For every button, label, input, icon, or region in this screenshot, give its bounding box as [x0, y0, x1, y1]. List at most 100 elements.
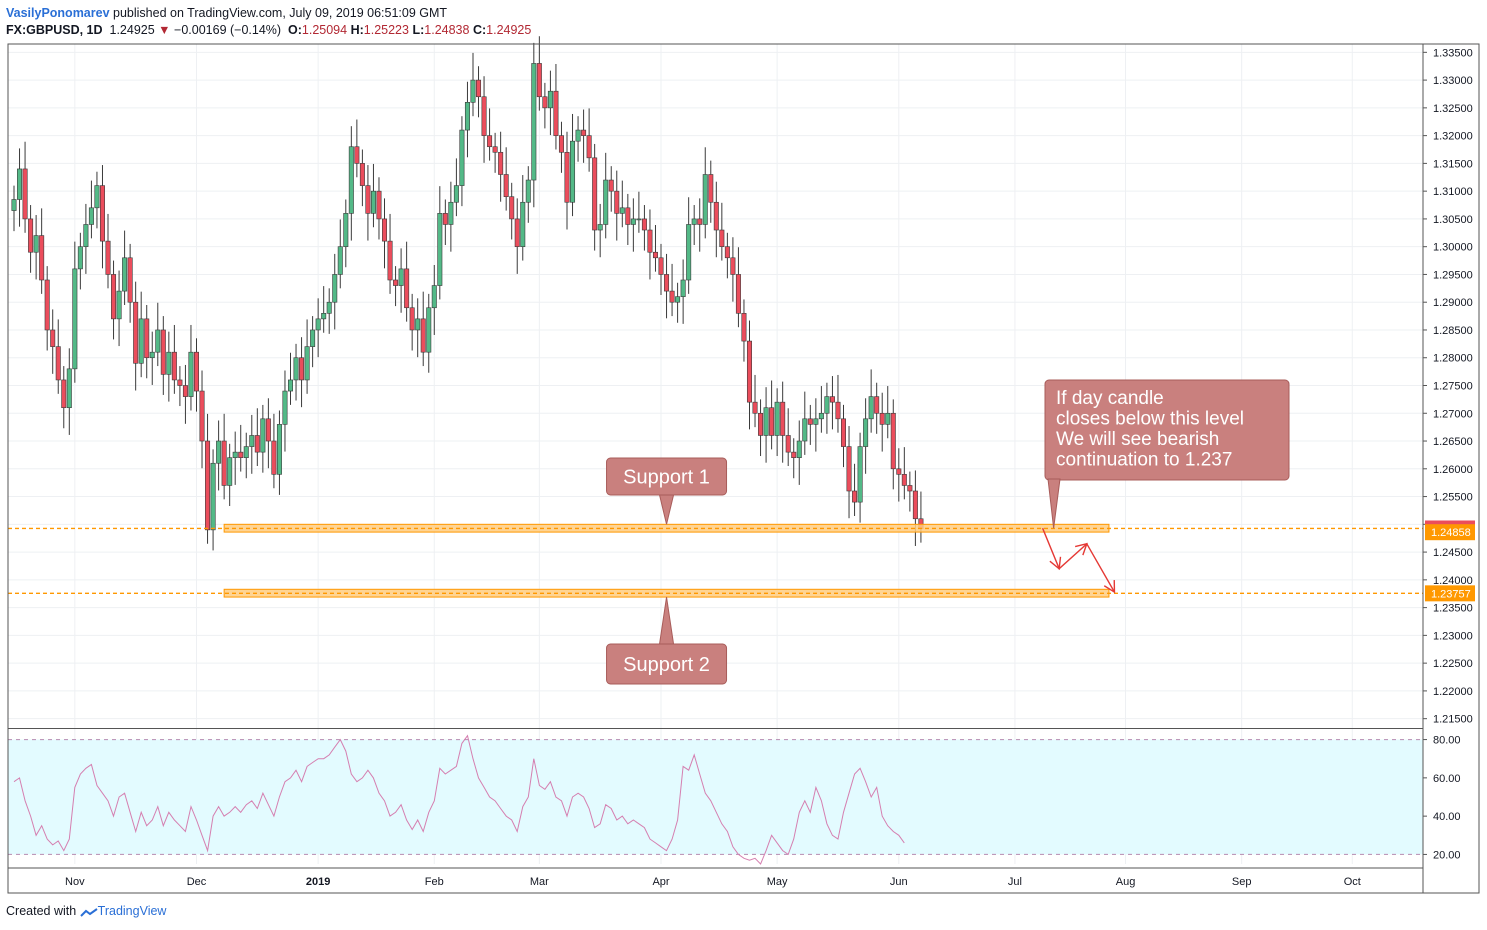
- support-2-callout-text: Support 2: [623, 654, 710, 676]
- candle-body: [193, 351, 199, 392]
- price-tick-label: 1.30500: [1433, 214, 1473, 226]
- annotation-pointer: [1047, 478, 1061, 529]
- candle-body: [829, 396, 835, 403]
- footer: Created with TradingView: [6, 904, 166, 918]
- rsi-background-band: [8, 739, 1423, 855]
- candle-body: [442, 213, 448, 225]
- candle-body: [332, 274, 338, 303]
- candle-body: [658, 257, 664, 275]
- price-tick-label: 1.22000: [1433, 686, 1473, 698]
- price-tick-label: 1.25500: [1433, 492, 1473, 504]
- author-link[interactable]: VasilyPonomarev: [6, 6, 110, 20]
- candle-body: [249, 435, 255, 447]
- price-axis[interactable]: 1.33500 1.33000 1.32500 1.32000 1.31500 1.310…: [1423, 47, 1475, 861]
- time-tick-label: Feb: [425, 876, 444, 888]
- candle-body: [675, 296, 681, 303]
- publish-info: published on TradingView.com, July 09, 2…: [113, 6, 448, 20]
- candle-body: [127, 257, 133, 303]
- candle-body: [359, 163, 365, 186]
- rsi-tick-label: 40.00: [1433, 811, 1461, 823]
- candle-body: [287, 379, 293, 392]
- candle-body: [243, 446, 249, 458]
- candle-body: [282, 390, 288, 425]
- price-tick-label: 1.27500: [1433, 381, 1473, 393]
- time-axis[interactable]: Nov Dec 2019 Feb Mar Apr May Jun Jul Aug Sep Oct: [65, 876, 1361, 888]
- price-tick-label: 1.28000: [1433, 353, 1473, 365]
- candle-body: [697, 218, 703, 225]
- candle-body: [542, 96, 548, 109]
- low-label: L:: [412, 23, 425, 37]
- candle-body: [370, 190, 376, 214]
- candle-body: [453, 185, 459, 203]
- candle-body: [227, 457, 233, 486]
- down-triangle-icon: ▼: [158, 23, 171, 37]
- candle-body: [824, 396, 830, 414]
- rsi-tick-label: 80.00: [1433, 735, 1461, 747]
- candle-body: [111, 274, 117, 320]
- support-levels: [8, 523, 1423, 598]
- rsi-tick-label: 60.00: [1433, 773, 1461, 785]
- candle-body: [592, 157, 598, 231]
- candle-body: [813, 418, 819, 425]
- symbol-label[interactable]: FX:GBPUSD, 1D: [6, 23, 103, 37]
- candle-body: [271, 440, 277, 475]
- candle-body: [238, 451, 244, 458]
- candle-body: [122, 257, 128, 292]
- candle-body: [50, 329, 56, 347]
- close-label: C:: [472, 23, 487, 37]
- open-value: 1.25094: [301, 23, 348, 37]
- candle-body: [686, 224, 692, 281]
- candle-body: [603, 179, 609, 225]
- time-tick-label: Apr: [652, 876, 669, 888]
- candle-body: [105, 240, 111, 275]
- open-label: O:: [288, 23, 302, 37]
- price-tick-label: 1.31000: [1433, 186, 1473, 198]
- candle-body: [260, 418, 266, 453]
- candle-body: [83, 224, 89, 247]
- candle-body: [404, 268, 410, 309]
- candle-body: [547, 90, 553, 109]
- price-tick-label: 1.27000: [1433, 408, 1473, 420]
- candle-body: [55, 346, 61, 381]
- arrow-head: [1074, 542, 1088, 556]
- annotation-text: closes below this level: [1056, 409, 1244, 430]
- candle-body: [88, 207, 94, 225]
- candle-body: [802, 418, 808, 442]
- candle-body: [265, 418, 271, 442]
- candle-body: [470, 79, 476, 103]
- candle-body: [254, 435, 260, 453]
- candle-body: [171, 351, 177, 381]
- candle-body: [907, 485, 913, 492]
- candle-body: [912, 490, 918, 520]
- candle-body: [746, 340, 752, 403]
- candle-body: [664, 274, 670, 292]
- candle-body: [304, 346, 310, 381]
- low-value: 1.24838: [424, 23, 470, 37]
- candle-body: [11, 199, 17, 211]
- price-chart[interactable]: 1.33500 1.33000 1.32500 1.32000 1.31500 1.310…: [0, 0, 1487, 900]
- support-2-callout-pointer: [658, 596, 675, 645]
- candle-body: [33, 235, 39, 253]
- support-1-callout: Support 1: [606, 457, 728, 525]
- support-2-callout: Support 2: [606, 596, 728, 685]
- candle-body: [72, 268, 78, 370]
- chart-header: VasilyPonomarev published on TradingView…: [6, 4, 1476, 44]
- high-label: H:: [350, 23, 364, 37]
- time-tick-label: Jul: [1008, 876, 1022, 888]
- candle-body: [160, 329, 166, 375]
- tradingview-brand[interactable]: TradingView: [97, 904, 167, 918]
- candle-body: [487, 135, 493, 148]
- candle-body: [536, 63, 542, 98]
- last-price: 1.24925: [109, 23, 155, 37]
- candle-body: [680, 279, 686, 297]
- price-tick-label: 1.28500: [1433, 325, 1473, 337]
- candle-body: [520, 201, 526, 247]
- candle-body: [22, 168, 28, 220]
- price-tick-label: 1.31500: [1433, 158, 1473, 170]
- candle-body: [730, 257, 736, 275]
- candle-body: [852, 490, 858, 503]
- candle-body: [564, 151, 570, 203]
- time-tick-label: 2019: [306, 876, 330, 888]
